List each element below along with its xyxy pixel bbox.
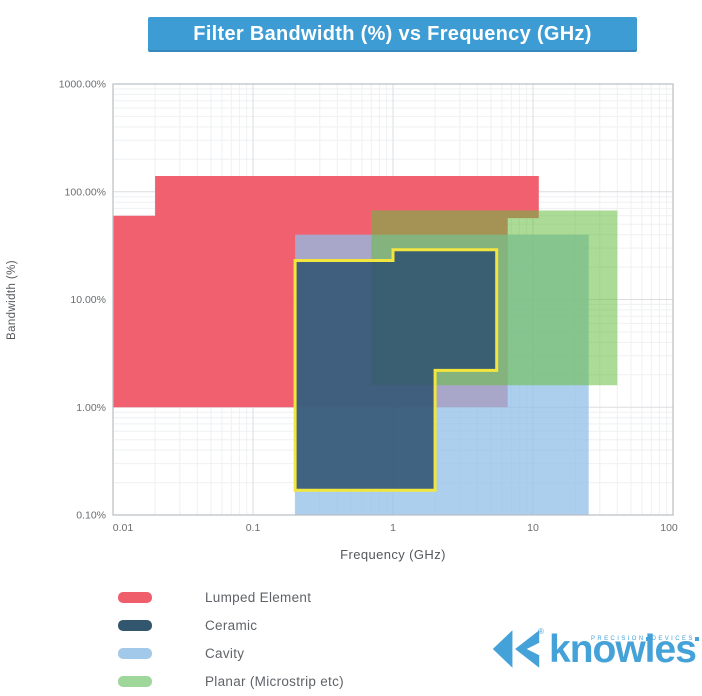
- y-tick-label: 10.00%: [70, 294, 106, 306]
- x-tick-label: 100: [660, 522, 678, 534]
- plot-border: [112, 83, 674, 516]
- region-ceramic: [293, 248, 499, 492]
- legend-label: Lumped Element: [205, 589, 312, 605]
- legend-item-lumped-element: Lumped Element: [118, 583, 344, 611]
- x-tick-label: 0.1: [246, 522, 261, 534]
- x-tick-label: 1: [390, 522, 396, 534]
- chart-title-bar: Filter Bandwidth (%) vs Frequency (GHz): [148, 17, 637, 52]
- legend: Lumped Element Ceramic Cavity Planar (Mi…: [118, 583, 344, 695]
- y-axis-title: Bandwidth (%): [6, 260, 18, 340]
- y-tick-label: 0.10%: [76, 510, 106, 522]
- legend-item-cavity: Cavity: [118, 639, 344, 667]
- tagline-end-square: [694, 637, 699, 641]
- x-tick-label: 10: [527, 522, 539, 534]
- tagline-devices: DEVICES: [651, 636, 695, 642]
- legend-item-ceramic: Ceramic: [118, 611, 344, 639]
- chart-title: Filter Bandwidth (%) vs Frequency (GHz): [193, 23, 592, 45]
- knowles-wordmark: knowles: [549, 628, 697, 671]
- legend-label: Planar (Microstrip etc): [205, 673, 344, 689]
- legend-item-planar: Planar (Microstrip etc): [118, 667, 344, 695]
- legend-label: Cavity: [205, 645, 245, 661]
- x-tick-label: 0.01: [113, 522, 134, 534]
- ceramic-swatch: [118, 619, 152, 631]
- lumped-element-swatch: [118, 591, 152, 603]
- y-tick-label: 100.00%: [65, 186, 106, 198]
- tagline-separator-square: [645, 637, 650, 641]
- knowles-logo: ® PRECISION DEVICES knowles: [485, 620, 702, 680]
- legend-label: Ceramic: [205, 617, 258, 633]
- tagline-precision: PRECISION: [591, 636, 646, 642]
- y-tick-label: 1000.00%: [59, 79, 106, 91]
- y-tick-label: 1.00%: [76, 402, 106, 414]
- chart-area: 0.10% 1.00% 10.00% 100.00% 1000.00% 0.01 0.1 1 1…: [6, 79, 678, 563]
- bandwidth-frequency-chart: 0.10% 1.00% 10.00% 100.00% 1000.00% 0.01 0.1 1 1…: [59, 79, 678, 535]
- logo-tagline: PRECISION DEVICES: [591, 636, 701, 642]
- x-axis-title: Frequency (GHz): [340, 547, 446, 562]
- cavity-swatch: [118, 647, 152, 659]
- planar-swatch: [118, 675, 152, 687]
- registered-mark: ®: [538, 627, 544, 636]
- knowles-chevron-icon: [492, 630, 540, 668]
